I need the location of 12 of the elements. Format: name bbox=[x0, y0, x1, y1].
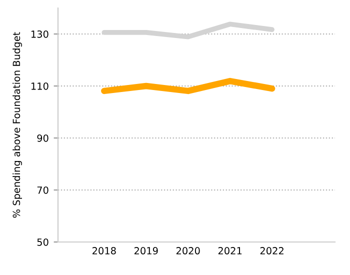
x-tick-label: 2020 bbox=[176, 247, 200, 254]
x-tick-label: 2019 bbox=[134, 247, 158, 254]
x-tick-label: 2022 bbox=[260, 247, 284, 254]
y-tick-label: 50 bbox=[37, 238, 48, 246]
y-tick-label: 110 bbox=[31, 82, 48, 90]
x-tick-label: 2021 bbox=[218, 247, 242, 254]
line-series bbox=[102, 22, 274, 40]
y-axis-title: % Spending above Foundation Budget bbox=[12, 32, 22, 218]
y-tick-label: 90 bbox=[37, 134, 48, 142]
y-tick-label: 130 bbox=[31, 30, 48, 38]
x-tick-label: 2018 bbox=[92, 247, 116, 254]
y-tick-label: 70 bbox=[37, 186, 48, 194]
